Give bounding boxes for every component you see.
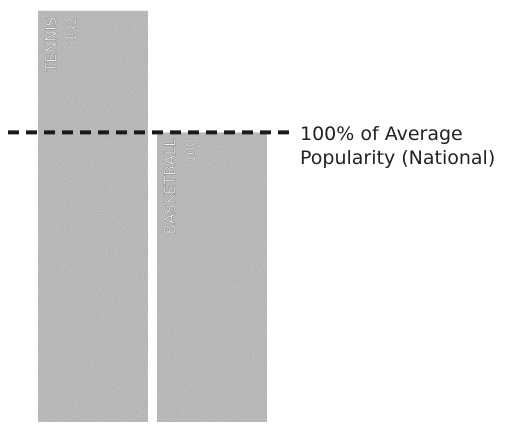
bar-basketball (157, 132, 267, 422)
bar-labels-group: TENNIS 142 BASKETBALL 100 (42, 16, 200, 234)
bar-tennis (38, 10, 148, 423)
category-label-tennis: TENNIS (42, 17, 60, 73)
reference-label-line-1: 100% of Average (300, 123, 463, 145)
value-label-tennis: 142 (65, 17, 80, 42)
reference-line-label: 100% of Average Popularity (National) (300, 122, 495, 170)
category-label-basketball: BASKETBALL (161, 138, 179, 234)
value-label-basketball: 100 (184, 138, 199, 163)
reference-label-line-2: Popularity (National) (300, 147, 496, 169)
bars-group (38, 10, 267, 423)
